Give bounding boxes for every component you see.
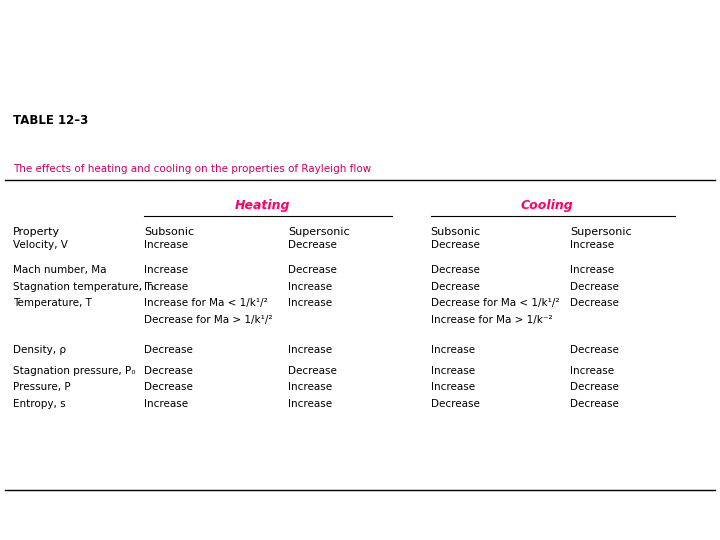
Text: Increase: Increase xyxy=(288,282,332,292)
Text: Increase: Increase xyxy=(288,345,332,355)
Text: Heating: Heating xyxy=(235,199,291,212)
Text: Increase: Increase xyxy=(431,382,474,393)
Text: Decrease: Decrease xyxy=(570,399,619,409)
Text: Increase: Increase xyxy=(288,298,332,308)
Text: Increase: Increase xyxy=(431,345,474,355)
Text: Cooling: Cooling xyxy=(521,199,574,212)
Text: Entropy, s: Entropy, s xyxy=(13,399,66,409)
Text: Stagnation pressure, P₀: Stagnation pressure, P₀ xyxy=(13,366,135,376)
Text: Velocity, V: Velocity, V xyxy=(13,240,68,251)
Text: Subsonic: Subsonic xyxy=(431,227,481,237)
Text: Decrease: Decrease xyxy=(431,282,480,292)
Text: Decrease: Decrease xyxy=(570,298,619,308)
Text: Temperature, T: Temperature, T xyxy=(13,298,92,308)
Text: Decrease: Decrease xyxy=(570,282,619,292)
Text: Property: Property xyxy=(13,227,60,237)
Text: Supersonic: Supersonic xyxy=(288,227,350,237)
Text: Increase for Ma > 1/k⁻²: Increase for Ma > 1/k⁻² xyxy=(431,315,552,326)
Text: Increase for Ma < 1/k¹/²: Increase for Ma < 1/k¹/² xyxy=(144,298,268,308)
Text: The effects of heating and cooling on the properties of Rayleigh flow: The effects of heating and cooling on th… xyxy=(13,164,372,174)
Text: Increase: Increase xyxy=(144,265,188,275)
Text: Stagnation temperature, T₀: Stagnation temperature, T₀ xyxy=(13,282,156,292)
Text: Decrease: Decrease xyxy=(431,265,480,275)
Text: Decrease: Decrease xyxy=(431,399,480,409)
Text: Chapter 12: Compressible Flow: Chapter 12: Compressible Flow xyxy=(482,514,667,526)
Text: Increase: Increase xyxy=(431,366,474,376)
Text: Subsonic: Subsonic xyxy=(144,227,194,237)
Text: Decrease: Decrease xyxy=(431,240,480,251)
Text: Supersonic: Supersonic xyxy=(570,227,632,237)
Text: Pressure, P: Pressure, P xyxy=(13,382,71,393)
Text: Decrease: Decrease xyxy=(288,366,337,376)
Text: Density, ρ: Density, ρ xyxy=(13,345,66,355)
Text: Decrease for Ma < 1/k¹/²: Decrease for Ma < 1/k¹/² xyxy=(431,298,559,308)
Text: Increase: Increase xyxy=(570,265,614,275)
Text: Increase: Increase xyxy=(570,240,614,251)
Text: Increase: Increase xyxy=(144,240,188,251)
Text: Increase: Increase xyxy=(144,282,188,292)
Text: Decrease: Decrease xyxy=(570,382,619,393)
Text: Increase: Increase xyxy=(570,366,614,376)
Text: TABLE 12–3: TABLE 12–3 xyxy=(13,114,89,127)
Text: Decrease: Decrease xyxy=(144,366,193,376)
Text: Decrease: Decrease xyxy=(144,382,193,393)
Text: Decrease: Decrease xyxy=(288,265,337,275)
Text: Decrease: Decrease xyxy=(288,240,337,251)
Text: 60: 60 xyxy=(207,514,222,526)
Text: Decrease for Ma > 1/k¹/²: Decrease for Ma > 1/k¹/² xyxy=(144,315,272,326)
Text: Increase: Increase xyxy=(288,382,332,393)
Text: ME33 :  Fluid Flow: ME33 : Fluid Flow xyxy=(14,514,121,526)
Text: Increase: Increase xyxy=(288,399,332,409)
Text: Decrease: Decrease xyxy=(570,345,619,355)
Text: Adiabatic Duct Flow with Friction: Adiabatic Duct Flow with Friction xyxy=(16,28,484,52)
Text: Increase: Increase xyxy=(144,399,188,409)
Text: Decrease: Decrease xyxy=(144,345,193,355)
Text: Mach number, Ma: Mach number, Ma xyxy=(13,265,107,275)
